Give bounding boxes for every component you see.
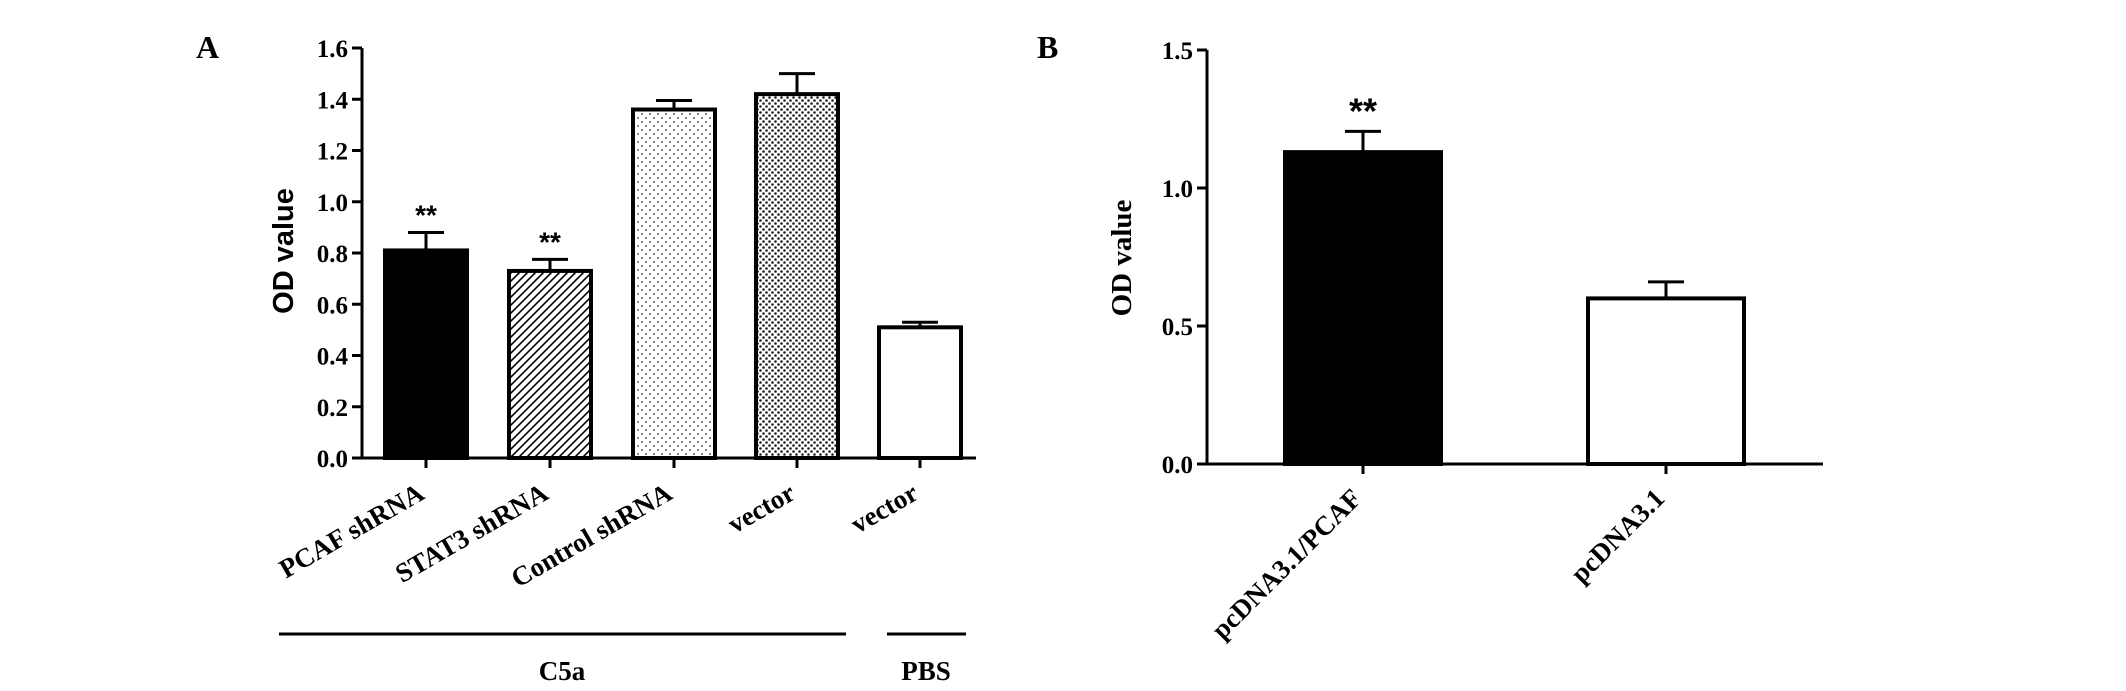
- panel-a: A OD value 0.0 0.2 0.4 0.6 0.8 1.0 1.2 1.4 1.6 *…: [196, 29, 976, 686]
- bar: [877, 325, 963, 460]
- y-tick-label: 1.0: [317, 190, 348, 217]
- bar: [754, 92, 840, 460]
- y-tick-label: 1.0: [1162, 176, 1193, 203]
- y-tick-label: 0.2: [317, 395, 348, 422]
- bar: [631, 107, 717, 460]
- significance-label: **: [1349, 90, 1377, 131]
- x-category-label: vector: [846, 477, 923, 539]
- y-tick-label: 1.5: [1162, 38, 1193, 65]
- panel-b-label: B: [1037, 29, 1058, 65]
- panel-b-y-axis-label: OD value: [1106, 199, 1138, 316]
- y-tick-label: 1.6: [317, 36, 348, 63]
- bar: [1586, 296, 1746, 466]
- significance-label: **: [539, 226, 561, 257]
- x-category-label: vector: [723, 477, 800, 539]
- bar: [383, 248, 469, 460]
- x-category-label: pcDNA3.1/PCAF: [1206, 483, 1368, 645]
- y-tick-label: 0.4: [317, 344, 349, 371]
- y-tick-label: 1.4: [317, 87, 349, 114]
- group-label: C5a: [539, 656, 586, 686]
- panel-a-label: A: [196, 29, 219, 65]
- y-tick-label: 0.0: [317, 446, 348, 473]
- group-label: PBS: [901, 656, 951, 686]
- y-tick-label: 0.5: [1162, 314, 1193, 341]
- panel-b: B OD value 0.0 0.5 1.0 1.5 ** pcDNA3.1/PCAF…: [1037, 29, 1823, 645]
- x-category-label: pcDNA3.1: [1565, 483, 1671, 589]
- y-tick-label: 0.0: [1162, 452, 1193, 479]
- significance-label: **: [415, 200, 437, 231]
- y-tick-label: 0.6: [317, 292, 348, 319]
- bar: [507, 268, 593, 460]
- y-tick-label: 0.8: [317, 241, 348, 268]
- panel-a-y-axis-label: OD value: [268, 188, 300, 314]
- y-tick-label: 1.2: [317, 139, 348, 166]
- bar: [1283, 150, 1443, 466]
